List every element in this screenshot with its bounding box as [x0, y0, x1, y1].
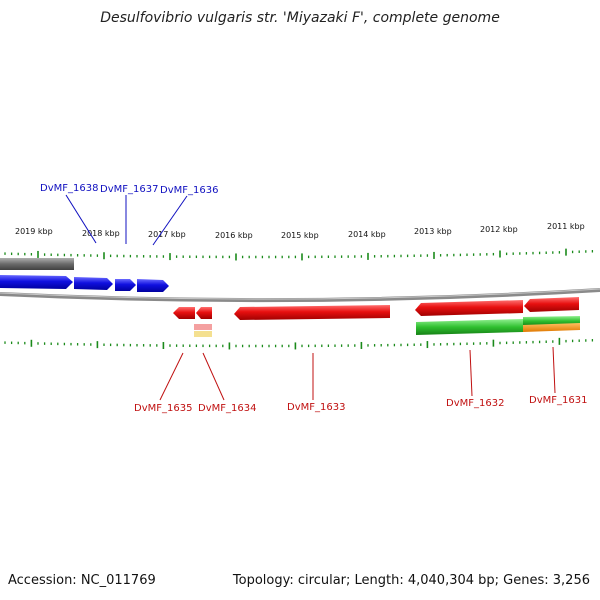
kbp-label-2015: 2015 kbp	[281, 231, 319, 240]
label-dvmf-1638: DvMF_1638	[40, 183, 98, 194]
gene-dvmf-1636b	[137, 279, 169, 292]
gene-dvmf-1634	[196, 307, 212, 319]
leader-dvmf-1634	[202, 352, 225, 401]
upper-leaders	[65, 194, 188, 246]
label-dvmf-1634: DvMF_1634	[198, 403, 256, 414]
upper-gene-labels: DvMF_1638 DvMF_1637 DvMF_1636	[40, 183, 218, 196]
topology-text: Topology: circular; Length: 4,040,304 bp…	[232, 573, 590, 588]
label-dvmf-1635: DvMF_1635	[134, 403, 192, 414]
forward-genes	[0, 275, 169, 292]
gene-dvmf-1636a	[115, 279, 136, 291]
feature-green-1632	[416, 319, 523, 335]
gene-dvmf-1633	[234, 305, 390, 320]
lower-gene-labels: DvMF_1635 DvMF_1634 DvMF_1633 DvMF_1632 …	[134, 395, 587, 414]
kbp-label-2014: 2014 kbp	[348, 230, 386, 239]
upper-tick-row	[4, 248, 594, 261]
label-dvmf-1636: DvMF_1636	[160, 185, 218, 196]
leader-dvmf-1631	[552, 346, 556, 394]
label-dvmf-1637: DvMF_1637	[100, 184, 158, 195]
label-dvmf-1633: DvMF_1633	[287, 402, 345, 413]
lower-tick-row	[4, 337, 594, 350]
leader-dvmf-1635	[159, 352, 184, 401]
leader-dvmf-1636	[152, 195, 188, 246]
leader-dvmf-1632	[469, 349, 473, 397]
gene-dvmf-1631	[524, 297, 579, 312]
kbp-label-2012: 2012 kbp	[480, 225, 518, 234]
kbp-label-2019: 2019 kbp	[15, 227, 53, 236]
genome-backbone-highlight	[0, 288, 600, 300]
kbp-labels: 2019 kbp 2018 kbp 2017 kbp 2016 kbp 2015…	[15, 222, 585, 240]
leader-dvmf-1638	[65, 194, 97, 244]
gene-dvmf-1638	[0, 275, 73, 289]
feature-yellow	[194, 331, 212, 337]
gene-dvmf-1637	[74, 277, 113, 290]
label-dvmf-1631: DvMF_1631	[529, 395, 587, 406]
kbp-label-2013: 2013 kbp	[414, 227, 452, 236]
kbp-label-2016: 2016 kbp	[215, 231, 253, 240]
genome-backbone	[0, 288, 600, 303]
grey-feature	[0, 258, 74, 270]
kbp-label-2011: 2011 kbp	[547, 222, 585, 231]
gene-dvmf-1635	[173, 307, 195, 319]
label-dvmf-1632: DvMF_1632	[446, 398, 504, 409]
accession-text: Accession: NC_011769	[8, 573, 156, 588]
lower-leaders	[159, 346, 556, 401]
kbp-label-2017: 2017 kbp	[148, 230, 186, 239]
reverse-genes	[173, 297, 579, 320]
feature-pink	[194, 324, 212, 330]
gene-dvmf-1632	[415, 300, 523, 316]
kbp-label-2018: 2018 kbp	[82, 229, 120, 238]
map-title: Desulfovibrio vulgaris str. 'Miyazaki F'…	[100, 10, 500, 26]
feature-orange-1631	[523, 323, 580, 332]
